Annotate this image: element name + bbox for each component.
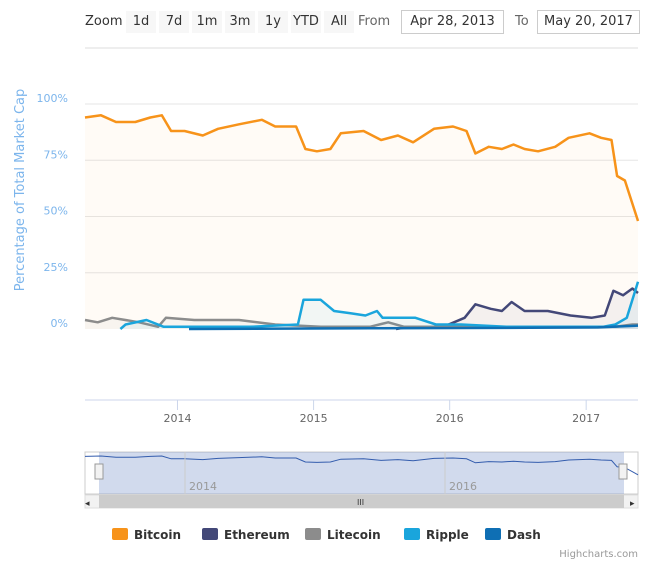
- range-button-7d[interactable]: 7d: [159, 11, 189, 33]
- scrollbar-left-arrow[interactable]: ◂: [85, 499, 90, 509]
- legend-symbol: [485, 528, 501, 540]
- area-bitcoin: [85, 115, 638, 329]
- legend-label: Litecoin: [327, 528, 381, 542]
- legend-item-litecoin[interactable]: Litecoin: [305, 528, 381, 542]
- navigator-series: [84, 455, 639, 476]
- scrollbar-grip-icon[interactable]: III: [357, 498, 364, 507]
- navigator-tick-2014: 2014: [189, 480, 217, 493]
- legend-label: Dash: [507, 528, 541, 542]
- line-bitcoin[interactable]: [84, 114, 640, 222]
- credits-link[interactable]: Highcharts.com: [559, 549, 638, 560]
- zoom-label: Zoom: [85, 14, 123, 29]
- legend-item-bitcoin[interactable]: Bitcoin: [112, 528, 181, 542]
- legend-label: Ripple: [426, 528, 469, 542]
- range-button-1y[interactable]: 1y: [258, 11, 288, 33]
- legend-item-ethereum[interactable]: Ethereum: [202, 528, 290, 542]
- legend-item-dash[interactable]: Dash: [485, 528, 541, 542]
- line-ethereum[interactable]: [395, 287, 639, 331]
- y-tick-label: 100%: [37, 92, 68, 105]
- navigator-handle-left[interactable]: [94, 463, 104, 480]
- x-tick-label: 2014: [163, 412, 191, 425]
- range-button-ytd[interactable]: YTD: [291, 11, 321, 33]
- legend-symbol: [305, 528, 321, 540]
- y-tick-label: 75%: [44, 148, 68, 161]
- scrollbar-right-arrow[interactable]: ▸: [630, 499, 635, 509]
- y-axis-title: Percentage of Total Market Cap: [13, 89, 28, 292]
- from-label: From: [358, 14, 391, 29]
- navigator-handle-right[interactable]: [618, 463, 628, 480]
- to-date-input[interactable]: May 20, 2017: [537, 10, 640, 34]
- range-button-3m[interactable]: 3m: [225, 11, 255, 33]
- to-label: To: [515, 14, 529, 29]
- legend-item-ripple[interactable]: Ripple: [404, 528, 469, 542]
- legend-symbol: [202, 528, 218, 540]
- x-tick-label: 2017: [572, 412, 600, 425]
- range-button-all[interactable]: All: [324, 11, 354, 33]
- area-ripple: [120, 281, 638, 329]
- y-tick-label: 25%: [44, 261, 68, 274]
- area-ethereum: [395, 288, 638, 329]
- navigator-tick-2016: 2016: [449, 480, 477, 493]
- range-button-1m[interactable]: 1m: [192, 11, 222, 33]
- y-tick-label: 0%: [51, 317, 68, 330]
- scrollbar-thumb[interactable]: [99, 495, 624, 508]
- from-date-input[interactable]: Apr 28, 2013: [401, 10, 504, 34]
- legend-symbol: [112, 528, 128, 540]
- x-tick-label: 2016: [436, 412, 464, 425]
- legend-label: Ethereum: [224, 528, 290, 542]
- line-dash[interactable]: [188, 324, 639, 331]
- y-tick-label: 50%: [44, 205, 68, 218]
- legend-label: Bitcoin: [134, 528, 181, 542]
- legend-symbol: [404, 528, 420, 540]
- x-tick-label: 2015: [300, 412, 328, 425]
- range-button-1d[interactable]: 1d: [126, 11, 156, 33]
